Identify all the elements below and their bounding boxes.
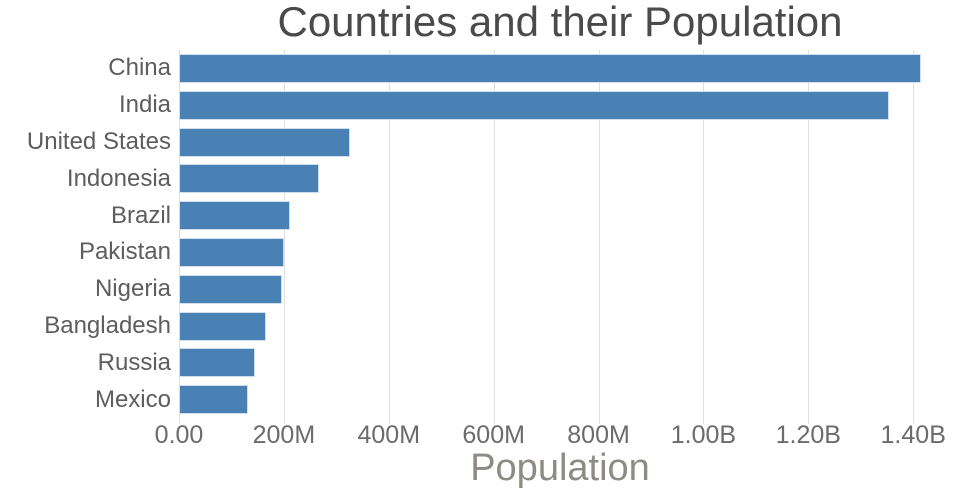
x-gridline-1-40b <box>913 50 915 424</box>
y-tick-label-china: China <box>108 54 171 82</box>
y-tick-label-russia: Russia <box>97 348 171 376</box>
y-tick-label-pakistan: Pakistan <box>78 238 171 266</box>
x-tick-label-1-40b: 1.40B <box>880 421 946 449</box>
bar-united-states <box>179 127 351 157</box>
bar-indonesia <box>179 164 320 194</box>
bar-bangladesh <box>179 311 267 341</box>
x-gridline-1-20b <box>808 50 810 424</box>
x-tick-label-600m: 600M <box>462 421 525 449</box>
bar-russia <box>179 348 255 378</box>
x-tick-label-200m: 200M <box>252 421 316 449</box>
x-gridline-400m <box>388 50 390 424</box>
x-gridline-800m <box>598 50 600 424</box>
y-axis-labels: China India United States Indonesia Brazil Pa… <box>0 50 171 418</box>
y-tick-label-india: India <box>118 91 171 119</box>
x-tick-label-0-00: 0.00 <box>154 421 204 449</box>
x-gridline-1-00b <box>703 50 705 424</box>
x-tick-label-400m: 400M <box>357 421 421 449</box>
plot-area <box>179 50 941 424</box>
y-tick-label-nigeria: Nigeria <box>94 275 171 303</box>
bar-mexico <box>179 385 248 415</box>
x-tick-label-1-20b: 1.20B <box>775 421 841 449</box>
y-tick-label-mexico: Mexico <box>94 385 171 413</box>
bar-india <box>179 90 890 120</box>
x-axis-title: Population <box>470 447 650 489</box>
x-gridline-200m <box>283 50 285 424</box>
x-tick-label-1-00b: 1.00B <box>670 421 737 449</box>
x-tick-label-800m: 800M <box>567 421 630 449</box>
bar-china <box>179 53 922 83</box>
y-tick-label-indonesia: Indonesia <box>66 164 171 192</box>
y-tick-label-brazil: Brazil <box>110 201 171 229</box>
x-gridline-0-00 <box>179 50 180 424</box>
x-gridline-600m <box>493 50 495 424</box>
bar-pakistan <box>179 237 285 267</box>
y-tick-label-bangladesh: Bangladesh <box>44 311 171 339</box>
x-axis-tick-labels: 0.00 200M 400M 600M 800M 1.00B 1.20B 1.40B <box>155 421 946 451</box>
bar-nigeria <box>179 274 282 304</box>
chart-title: Countries and their Population <box>277 0 843 45</box>
y-tick-label-united-states: United States <box>26 127 171 155</box>
bar-brazil <box>179 201 290 231</box>
